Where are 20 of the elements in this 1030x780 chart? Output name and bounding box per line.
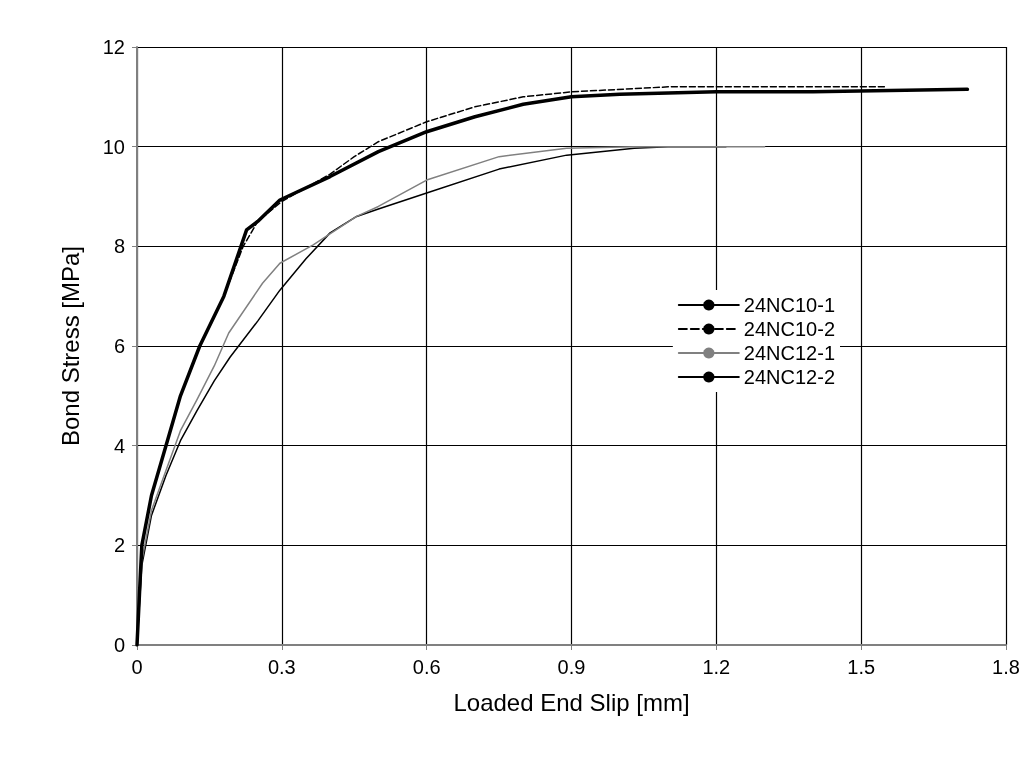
y-tick-label: 0 <box>113 634 125 656</box>
x-tick-label: 0.3 <box>267 656 296 678</box>
y-axis-title: Bond Stress [MPa] <box>56 245 84 447</box>
legend-label: 24NC10-2 <box>743 318 836 340</box>
y-tick-label: 2 <box>113 534 125 557</box>
y-tick-label: 12 <box>102 36 125 58</box>
y-tick-label: 4 <box>113 434 125 457</box>
x-tick-label: 0 <box>131 656 143 678</box>
x-tick-label: 0.9 <box>557 656 586 678</box>
x-tick-label: 1.8 <box>992 656 1020 678</box>
y-tick-label: 6 <box>113 335 125 357</box>
x-tick-label: 0.6 <box>412 656 441 678</box>
y-tick-label: 8 <box>113 235 125 258</box>
x-tick-label: 1.5 <box>847 656 876 678</box>
x-tick-label: 1.2 <box>702 656 731 678</box>
legend-label: 24NC12-2 <box>743 366 836 388</box>
x-axis-title: Loaded End Slip [mm] <box>453 688 690 716</box>
legend-label: 24NC10-1 <box>743 294 836 316</box>
legend-label: 24NC12-1 <box>743 342 836 364</box>
y-tick-label: 10 <box>102 135 125 158</box>
